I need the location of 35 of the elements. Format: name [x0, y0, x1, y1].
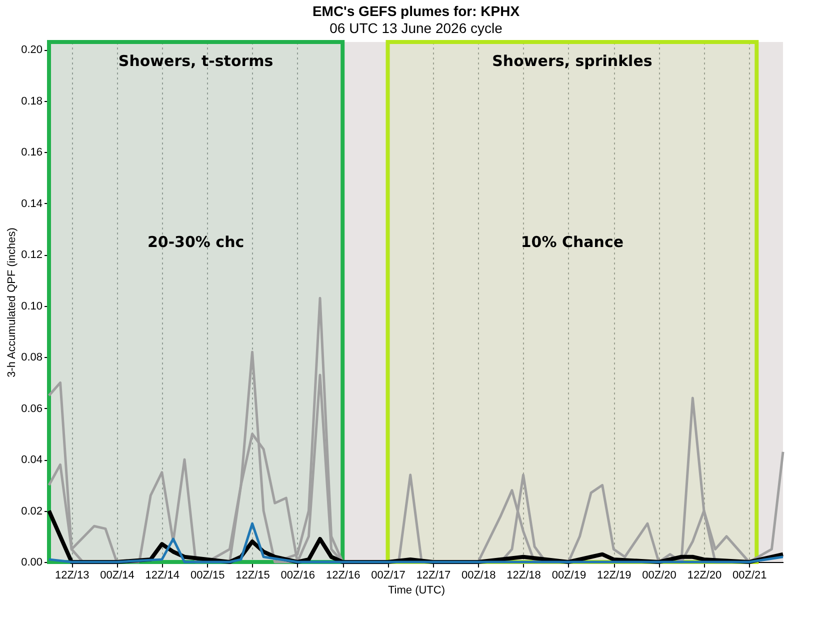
- x-tick-label: 00Z/16: [280, 570, 316, 582]
- annotation: 10% Chance: [520, 233, 624, 251]
- y-tick-label: 0.08: [21, 352, 42, 364]
- y-tick-label: 0.16: [21, 146, 42, 159]
- x-tick-label: 00Z/17: [371, 570, 406, 582]
- x-tick-label: 12Z/19: [596, 570, 632, 582]
- x-tick-label: 00Z/19: [552, 570, 586, 582]
- x-axis-title: Time (UTC): [388, 584, 446, 596]
- y-tick-label: 0.20: [21, 44, 42, 56]
- x-tick-label: 12Z/18: [506, 570, 541, 582]
- y-tick-label: 0.10: [21, 300, 42, 312]
- y-tick-label: 0.02: [21, 505, 42, 518]
- annotation: 20-30% chc: [147, 233, 244, 251]
- x-tick-label: 12Z/14: [145, 570, 180, 582]
- band-label: Showers, sprinkles: [492, 52, 652, 70]
- x-tick-label: 12Z/15: [236, 570, 270, 582]
- x-tick-label: 12Z/20: [687, 570, 722, 582]
- y-tick-label: 0.00: [21, 556, 42, 568]
- y-tick-label: 0.06: [21, 402, 42, 415]
- band-label: Showers, t-storms: [118, 52, 274, 70]
- x-tick-label: 12Z/13: [54, 570, 90, 582]
- y-tick-label: 0.18: [21, 95, 42, 108]
- y-tick-label: 0.14: [21, 198, 42, 210]
- y-tick-label: 0.04: [21, 454, 42, 466]
- chart-title: EMC's GEFS plumes for: KPHX: [312, 3, 520, 19]
- chart-subtitle: 06 UTC 13 June 2026 cycle: [330, 20, 503, 36]
- x-tick-label: 00Z/21: [732, 570, 767, 582]
- x-tick-label: 00Z/15: [190, 570, 225, 582]
- x-tick-label: 12Z/16: [326, 570, 360, 582]
- x-tick-label: 00Z/14: [100, 570, 134, 582]
- x-tick-label: 12Z/17: [416, 570, 451, 582]
- x-tick-label: 00Z/20: [642, 570, 676, 582]
- x-tick-label: 00Z/18: [461, 570, 496, 582]
- y-tick-label: 0.12: [21, 249, 42, 262]
- y-axis-title: 3-h Accumulated QPF (inches): [6, 228, 18, 378]
